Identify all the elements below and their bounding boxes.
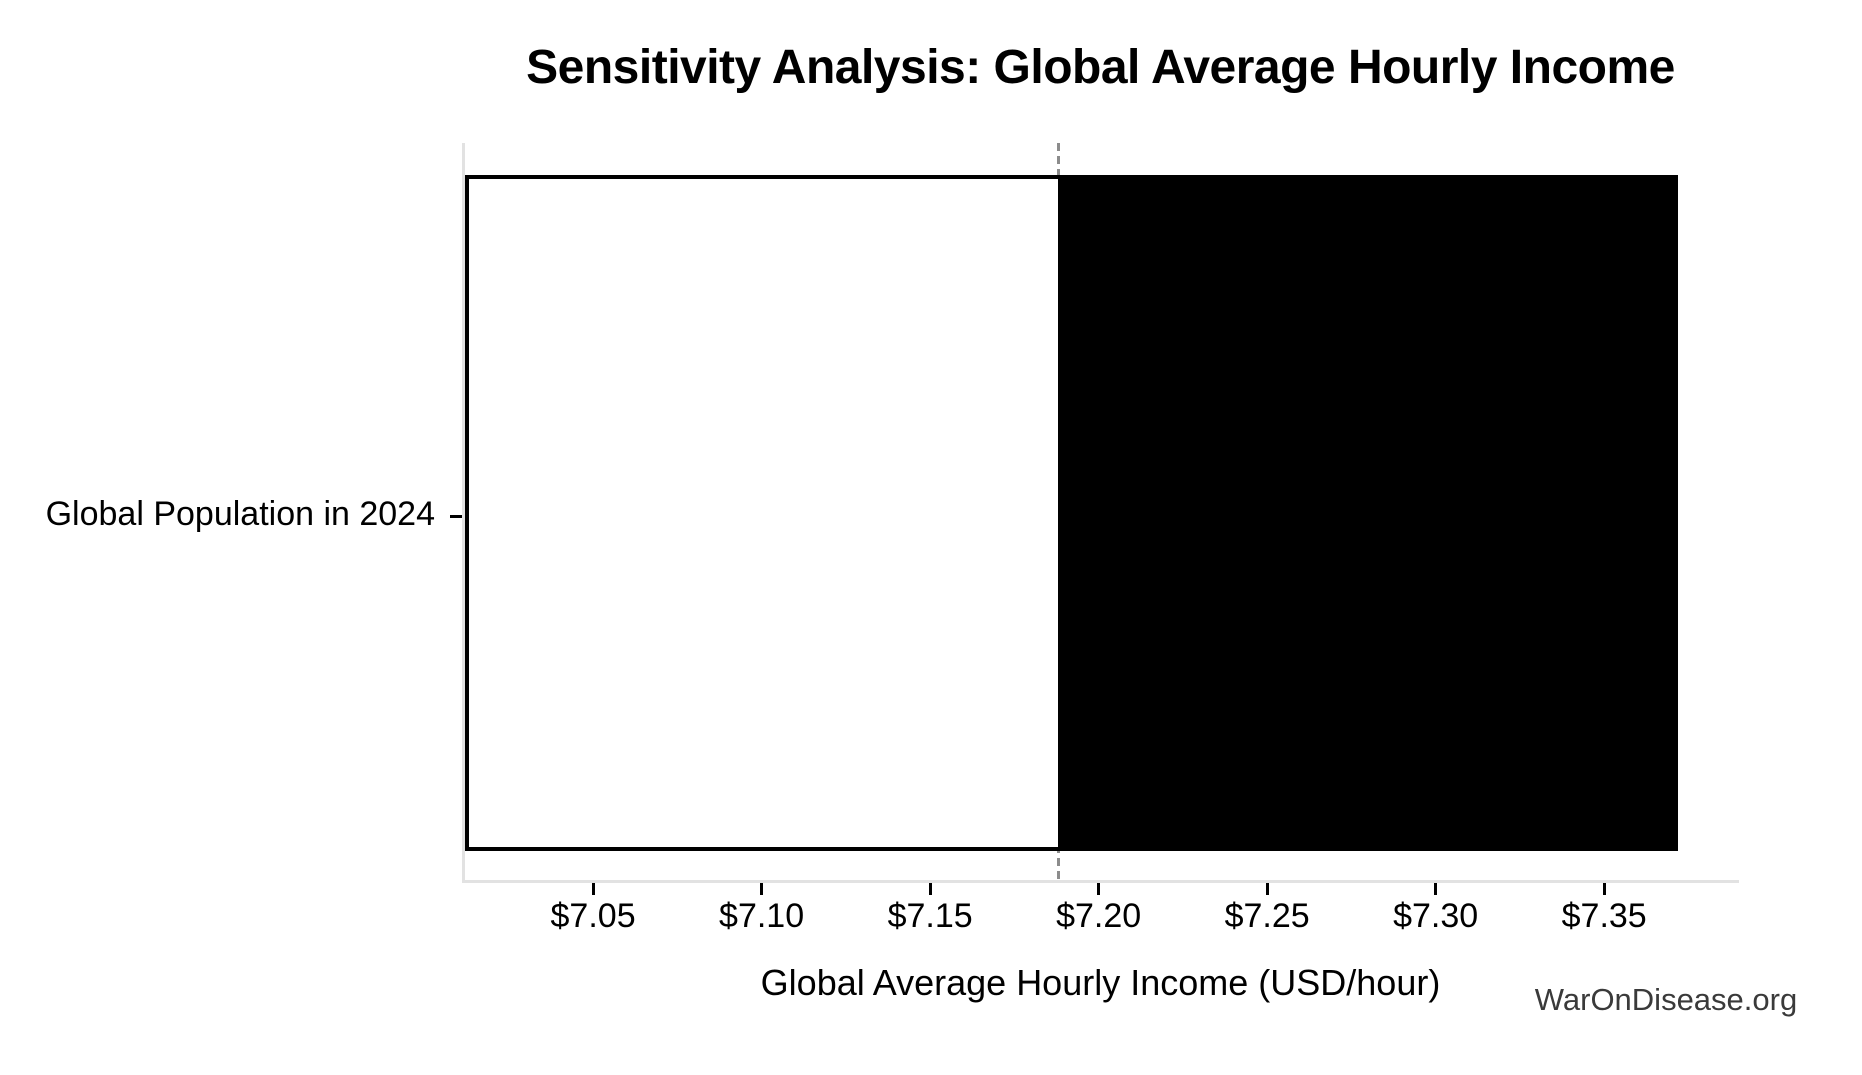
x-tick-label: $7.25 <box>1224 897 1310 935</box>
x-axis-label: Global Average Hourly Income (USD/hour) <box>760 962 1441 1003</box>
x-tick-label: $7.05 <box>550 897 636 935</box>
x-tick-label: $7.20 <box>1056 897 1142 935</box>
y-axis-tick-mark <box>450 515 462 518</box>
x-tick-mark <box>1434 883 1438 895</box>
x-tick-mark <box>1602 883 1606 895</box>
y-axis-category-label: Global Population in 2024 <box>45 495 435 533</box>
x-tick-mark <box>591 883 595 895</box>
x-tick-mark <box>760 883 764 895</box>
watermark-text: WarOnDisease.org <box>1534 982 1798 1017</box>
x-tick-label: $7.35 <box>1561 897 1647 935</box>
x-tick-label: $7.30 <box>1393 897 1479 935</box>
x-tick-label: $7.10 <box>719 897 805 935</box>
plot-area <box>462 143 1739 883</box>
x-tick-mark <box>1097 883 1101 895</box>
sensitivity-bar-high-segment <box>1058 175 1679 851</box>
x-tick-label: $7.15 <box>887 897 973 935</box>
chart-title: Sensitivity Analysis: Global Average Hou… <box>526 41 1675 94</box>
x-tick-mark <box>928 883 932 895</box>
x-tick-mark <box>1265 883 1269 895</box>
